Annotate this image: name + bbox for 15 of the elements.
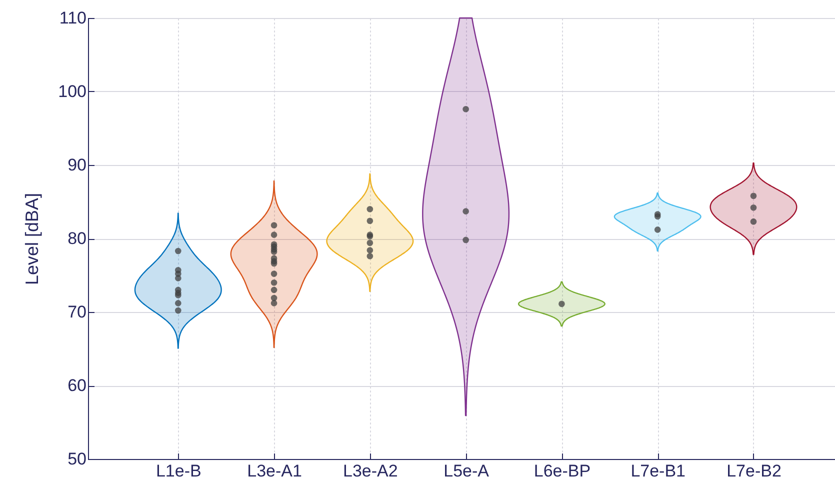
y-tick-label: 50 (68, 450, 86, 468)
y-tick-label: 90 (68, 156, 86, 174)
y-tick-label: 110 (59, 8, 86, 28)
x-tick-label: L6e-BP (534, 462, 591, 480)
y-tick-label: 60 (68, 376, 86, 395)
y-tick-label: 70 (68, 302, 86, 322)
x-tick-label: L7e-B2 (726, 462, 782, 480)
y-tick-label: 100 (58, 82, 86, 101)
x-tick-label: L7e-B1 (630, 462, 686, 480)
x-tick-label: L3e-A2 (343, 462, 398, 480)
x-tick-label: L3e-A1 (247, 462, 302, 480)
x-tick-label: L1e-B (156, 462, 202, 480)
x-tick-label: L5e-A (444, 462, 490, 480)
y-tick-label: 80 (68, 229, 86, 248)
y-axis-title: Level [dBA] (22, 192, 42, 286)
